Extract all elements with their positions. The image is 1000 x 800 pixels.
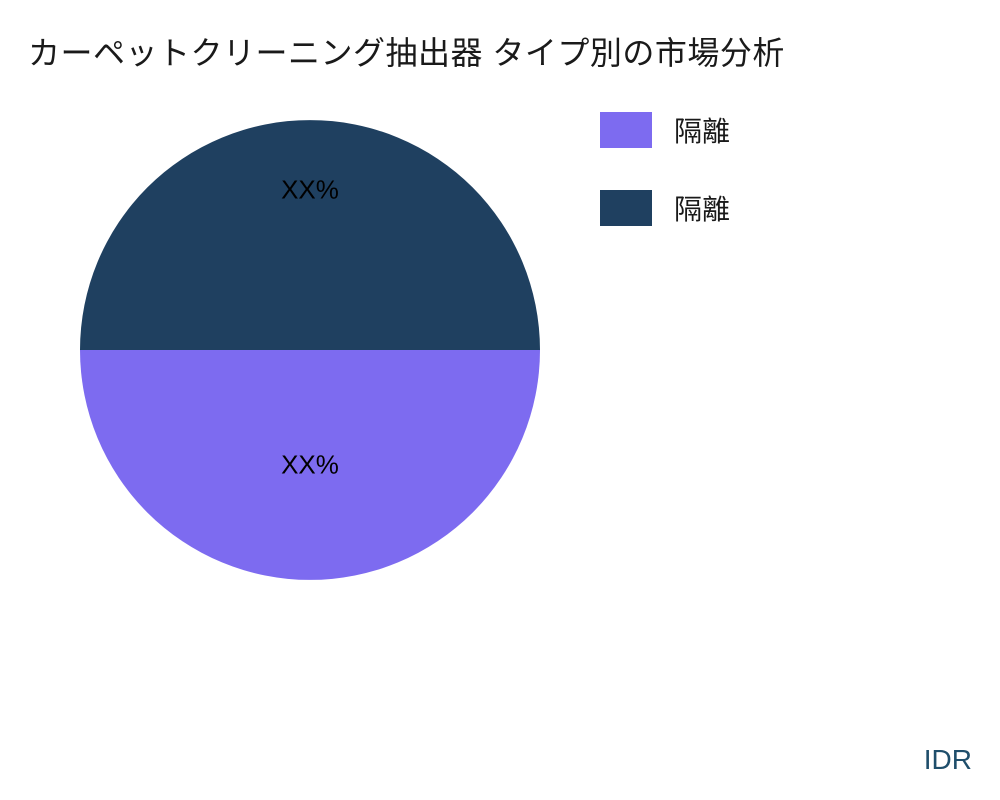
legend: 隔離 隔離 xyxy=(600,110,730,266)
pie-slice-label-bottom: XX% xyxy=(281,450,339,481)
pie-chart: XX% XX% xyxy=(80,120,540,580)
legend-item: 隔離 xyxy=(600,110,730,150)
legend-label: 隔離 xyxy=(674,110,730,150)
legend-item: 隔離 xyxy=(600,188,730,228)
legend-swatch xyxy=(600,190,652,226)
footer-brand: IDR xyxy=(924,744,972,776)
pie-slice-label-top: XX% xyxy=(281,175,339,206)
legend-label: 隔離 xyxy=(674,188,730,228)
pie-slice-top xyxy=(80,120,540,350)
page-title: カーペットクリーニング抽出器 タイプ別の市場分析 xyxy=(28,28,785,74)
legend-swatch xyxy=(600,112,652,148)
